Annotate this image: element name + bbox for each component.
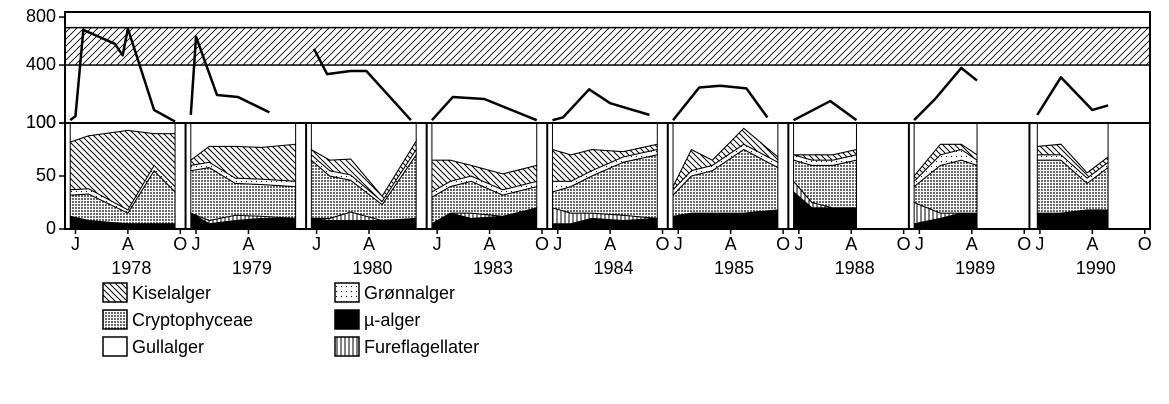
line <box>672 84 769 121</box>
x-tick-label: O <box>1017 234 1031 254</box>
legend-label: Cryptophyceae <box>132 310 253 330</box>
x-tick-label: J <box>1035 234 1044 254</box>
x-tick-label: O <box>776 234 790 254</box>
x-tick-label: O <box>656 234 670 254</box>
line <box>913 66 978 122</box>
line <box>430 95 538 122</box>
x-tick-label: A <box>363 234 375 254</box>
area <box>793 122 857 156</box>
line <box>552 88 650 122</box>
legend-swatch <box>102 282 128 303</box>
year-label: 1989 <box>955 258 995 278</box>
x-tick-label: J <box>553 234 562 254</box>
x-tick-label: O <box>173 234 187 254</box>
x-tick-label: A <box>1086 234 1098 254</box>
legend-label: Fureflagellater <box>364 337 479 357</box>
year-label: 1988 <box>835 258 875 278</box>
reference-band <box>64 26 1151 66</box>
legend-swatch <box>102 336 128 357</box>
line <box>792 99 858 122</box>
x-tick-label: A <box>122 234 134 254</box>
x-tick-label: J <box>433 234 442 254</box>
legend-swatch <box>334 336 360 357</box>
line <box>189 35 270 115</box>
x-tick-label: J <box>192 234 201 254</box>
x-tick-label: A <box>242 234 254 254</box>
x-tick-label: J <box>794 234 803 254</box>
x-tick-label: J <box>915 234 924 254</box>
legend-swatch <box>102 309 128 330</box>
y-tick-label: 100 <box>26 112 56 132</box>
y-tick-label: 0 <box>46 218 56 238</box>
legend-label: Gullalger <box>132 337 204 357</box>
year-label: 1990 <box>1076 258 1116 278</box>
x-tick-label: A <box>484 234 496 254</box>
y-tick-label: 800 <box>26 6 56 26</box>
x-tick-label: O <box>535 234 549 254</box>
year-label: 1983 <box>473 258 513 278</box>
x-tick-label: O <box>897 234 911 254</box>
line <box>312 48 412 122</box>
legend-swatch <box>334 282 360 303</box>
legend-label: µ-alger <box>364 310 420 330</box>
x-tick-label: O <box>1138 234 1152 254</box>
x-tick-label: A <box>966 234 978 254</box>
year-label: 1979 <box>232 258 272 278</box>
legend-label: Grønnalger <box>364 283 455 303</box>
legend-label: Kiselalger <box>132 283 211 303</box>
x-tick-label: J <box>71 234 80 254</box>
y-tick-label: 400 <box>26 54 56 74</box>
x-tick-label: J <box>674 234 683 254</box>
line <box>1036 76 1109 116</box>
year-label: 1984 <box>594 258 634 278</box>
line <box>69 27 176 123</box>
year-label: 1985 <box>714 258 754 278</box>
year-label: 1978 <box>111 258 151 278</box>
x-tick-label: J <box>312 234 321 254</box>
x-tick-label: A <box>845 234 857 254</box>
y-tick-label: 50 <box>36 165 56 185</box>
legend-swatch <box>334 309 360 330</box>
year-label: 1980 <box>352 258 392 278</box>
x-tick-label: A <box>725 234 737 254</box>
x-tick-label: A <box>604 234 616 254</box>
y-tick-label: 100 <box>26 112 56 132</box>
